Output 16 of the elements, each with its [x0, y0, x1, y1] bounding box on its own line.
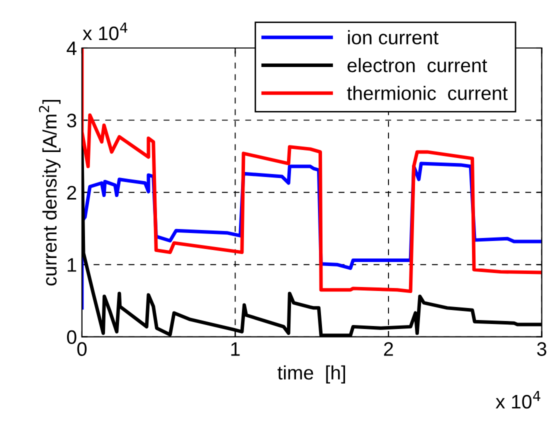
- x-tick-label: 2: [384, 342, 393, 356]
- text: x 10$^{4}$: [82, 22, 128, 40]
- x-tick-label: 3: [537, 342, 546, 356]
- y-tick-label: 2: [67, 186, 76, 200]
- legend-label: thermionic current: [347, 86, 508, 100]
- y-tick-label: 3: [67, 114, 76, 128]
- text: x 10$^{4}$: [496, 391, 540, 409]
- y-axis-title: current density [A/m$^{2}$]: [38, 100, 61, 286]
- y-tick-label: 4: [66, 42, 77, 56]
- legend-label: ion current: [348, 30, 438, 44]
- x-tick-label: 0: [77, 342, 87, 356]
- x-tick-label: 1: [231, 342, 240, 356]
- x-axis-title: time [h]: [278, 365, 346, 384]
- y-tick-label: 0: [67, 330, 76, 344]
- legend-label: electron current: [348, 58, 488, 72]
- y-tick-label: 1: [68, 258, 76, 272]
